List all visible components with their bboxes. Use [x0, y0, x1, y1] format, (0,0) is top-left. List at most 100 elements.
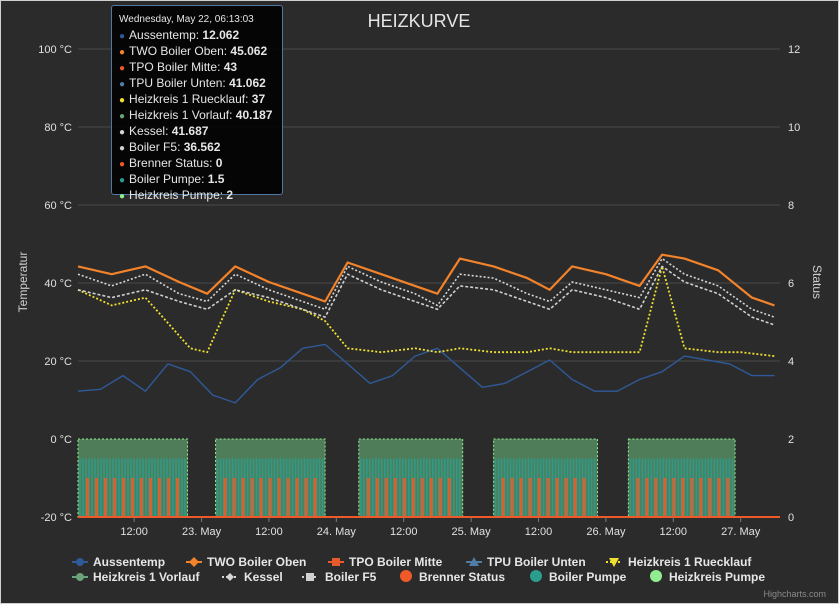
- legend-item-boiler-f5[interactable]: Boiler F5: [302, 570, 377, 584]
- right-tick: 10: [788, 122, 800, 134]
- legend-label: TPO Boiler Mitte: [349, 555, 443, 569]
- chart-title: HEIZKURVE: [368, 11, 471, 31]
- bullet-icon: ●: [119, 63, 126, 74]
- brenner-status-bar: [241, 478, 245, 517]
- brenner-status-bar: [140, 478, 143, 517]
- brenner-status-bar: [295, 478, 299, 517]
- brenner-status-bar: [447, 478, 451, 517]
- brenner-status-bar: [232, 478, 236, 517]
- legend-item-boiler-pumpe[interactable]: Boiler Pumpe: [530, 570, 627, 584]
- legend-label: Kessel: [244, 570, 283, 584]
- tooltip-series-name: TPU Boiler Unten:: [129, 76, 230, 90]
- square-icon: [332, 558, 340, 566]
- brenner-status-bar: [699, 478, 703, 517]
- brenner-status-bar: [708, 478, 712, 517]
- legend-label: Heizkreis 1 Ruecklauf: [628, 555, 752, 569]
- brenner-status-bar: [438, 478, 442, 517]
- bullet-icon: ●: [119, 31, 126, 42]
- legend-item-two-boiler-oben[interactable]: TWO Boiler Oben: [186, 555, 306, 569]
- brenner-status-bar: [519, 478, 523, 517]
- legend-label: TPU Boiler Unten: [487, 555, 586, 569]
- left-tick: 80 °C: [44, 122, 72, 134]
- legend-item-heizkreis-pumpe[interactable]: Heizkreis Pumpe: [650, 570, 765, 584]
- bullet-icon: ●: [119, 159, 126, 170]
- tooltip-row: ● Aussentemp: 12.062: [119, 28, 275, 44]
- brenner-status-bar: [537, 478, 541, 517]
- brenner-status-bar: [277, 478, 281, 517]
- tooltip: Wednesday, May 22, 06:13:03 ● Aussentemp:…: [111, 5, 283, 202]
- tooltip-series-name: Boiler Pumpe:: [129, 172, 208, 186]
- legend-item-aussentemp[interactable]: Aussentemp: [72, 555, 165, 569]
- tooltip-row: ● Boiler F5: 36.562: [119, 140, 275, 156]
- triangle-down-icon: [609, 558, 619, 567]
- tooltip-series-value: 36.562: [183, 140, 221, 154]
- brenner-status-bar: [375, 478, 379, 517]
- bullet-icon: ●: [119, 95, 126, 106]
- legend-item-tpo-boiler-mitte[interactable]: TPO Boiler Mitte: [328, 555, 443, 569]
- x-tick-label: 27. May: [721, 526, 761, 538]
- square-icon: [306, 573, 314, 581]
- tooltip-rows: ● Aussentemp: 12.062 ● TWO Boiler Oben: 45.…: [119, 28, 275, 204]
- brenner-status-bar: [286, 478, 290, 517]
- legend-label: Boiler Pumpe: [549, 570, 627, 584]
- tooltip-series-name: Boiler F5:: [129, 140, 184, 154]
- brenner-status-bar: [582, 478, 586, 517]
- tooltip-series-value: 0: [215, 156, 223, 170]
- brenner-status-bar: [654, 478, 658, 517]
- legend-item-heizkreis-1-vorlauf[interactable]: Heizkreis 1 Vorlauf: [72, 570, 200, 584]
- right-tick: 8: [788, 200, 794, 212]
- brenner-status-bar: [113, 478, 116, 517]
- x-tick-label: 12:00: [120, 526, 148, 538]
- tooltip-series-value: 40.187: [235, 108, 273, 122]
- tooltip-series-value: 41.062: [229, 76, 266, 90]
- left-axis-title: Temperatur: [16, 252, 30, 313]
- x-tick-label: 12:00: [255, 526, 283, 538]
- brenner-status-bar: [250, 478, 254, 517]
- brenner-status-bar: [313, 478, 317, 517]
- triangle-icon: [469, 557, 479, 566]
- x-tick-label: 23. May: [182, 526, 222, 538]
- legend: Aussentemp TWO Boiler Oben TPO Boiler Mi…: [72, 555, 765, 584]
- left-tick: 100 °C: [38, 44, 72, 56]
- tooltip-series-name: TPO Boiler Mitte:: [129, 60, 224, 74]
- credits-link[interactable]: Highcharts.com: [763, 589, 826, 599]
- right-tick: 4: [788, 356, 794, 368]
- tooltip-series-name: Kessel:: [129, 124, 172, 138]
- legend-label: TWO Boiler Oben: [207, 555, 306, 569]
- bullet-icon: ●: [119, 143, 126, 154]
- brenner-status-bar: [393, 478, 397, 517]
- legend-item-brenner-status[interactable]: Brenner Status: [400, 570, 505, 584]
- diamond-icon: [226, 573, 234, 581]
- x-tick-label: 12:00: [390, 526, 418, 538]
- brenner-status-bar: [149, 478, 152, 517]
- legend-item-tpu-boiler-unten[interactable]: TPU Boiler Unten: [466, 555, 586, 569]
- brenner-status-bar: [510, 478, 514, 517]
- tooltip-series-value: 45.062: [230, 44, 268, 58]
- brenner-status-bar: [717, 478, 721, 517]
- brenner-status-bar: [555, 478, 559, 517]
- tooltip-row: ● TWO Boiler Oben: 45.062: [119, 44, 275, 60]
- brenner-status-bar: [384, 478, 388, 517]
- brenner-status-bar: [726, 478, 730, 517]
- tooltip-series-name: Aussentemp:: [129, 28, 203, 42]
- right-tick: 0: [788, 512, 794, 524]
- circle-icon: [530, 570, 542, 582]
- brenner-status-bar: [167, 478, 170, 517]
- brenner-status-bar: [131, 478, 134, 517]
- bullet-icon: ●: [119, 191, 126, 202]
- bullet-icon: ●: [119, 47, 126, 58]
- brenner-status-bar: [690, 478, 694, 517]
- tooltip-row: ● Brenner Status: 0: [119, 156, 275, 172]
- x-axis-ticks: 12:00 23. May 12:00 24. May 12:00 25. May 12:0…: [120, 517, 761, 538]
- left-tick: 60 °C: [44, 200, 72, 212]
- series-line-heizkreis-1-ruecklauf: [77, 265, 775, 357]
- legend-item-heizkreis-1-ruecklauf[interactable]: Heizkreis 1 Ruecklauf: [606, 555, 752, 569]
- brenner-status-bar: [501, 478, 505, 517]
- brenner-status-bar: [528, 478, 532, 517]
- tooltip-row: ● Heizkreis 1 Vorlauf: 40.187: [119, 108, 275, 124]
- brenner-status-bar: [223, 478, 227, 517]
- legend-label: Brenner Status: [419, 570, 505, 584]
- tooltip-row: ● TPO Boiler Mitte: 43: [119, 60, 275, 76]
- brenner-status-bar: [104, 478, 107, 517]
- legend-item-kessel[interactable]: Kessel: [222, 570, 283, 584]
